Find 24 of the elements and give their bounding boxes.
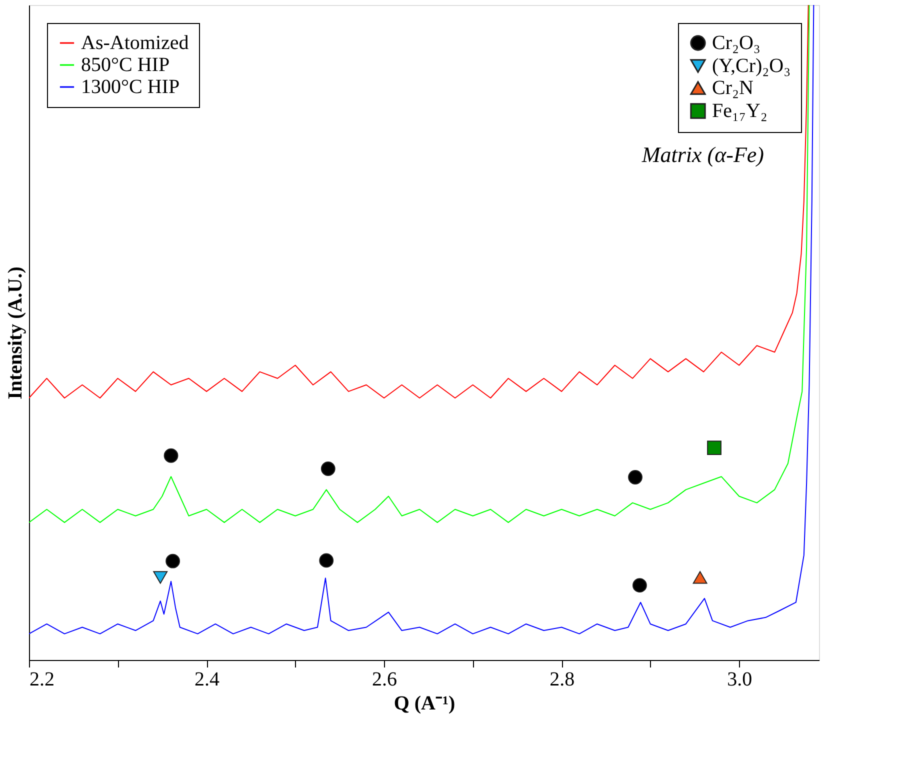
point (166, 554, 180, 568)
legend-label: Cr₂O₃ (712, 32, 760, 54)
legend-label: (Y,Cr)₂O₃ (712, 55, 791, 77)
legend-label: As-Atomized (81, 32, 189, 54)
x-tick-label: 2.2 (30, 668, 54, 690)
x-tick-label: 3.0 (727, 668, 752, 690)
x-tick-label: 2.6 (372, 668, 398, 690)
point (707, 440, 722, 455)
legend-label: Fe₁₇Y₂ (712, 100, 768, 122)
annotation: Matrix (α-Fe) (640, 142, 764, 167)
x-tick-label: 2.4 (194, 668, 220, 690)
point (632, 578, 647, 593)
legend-label: 1300°C HIP (81, 76, 180, 98)
point (628, 470, 642, 484)
point (320, 462, 336, 476)
y-axis-title: Intensity (A.U.) (4, 266, 26, 400)
x-axis-title: Q (A⁻¹) (394, 692, 456, 714)
x-tick-label: 2.8 (550, 668, 575, 690)
point (164, 448, 178, 463)
point (692, 571, 708, 584)
point (319, 553, 334, 568)
legend-label: 850°C HIP (81, 54, 170, 76)
point (153, 571, 168, 584)
legend-label: Cr₂N (712, 77, 754, 99)
